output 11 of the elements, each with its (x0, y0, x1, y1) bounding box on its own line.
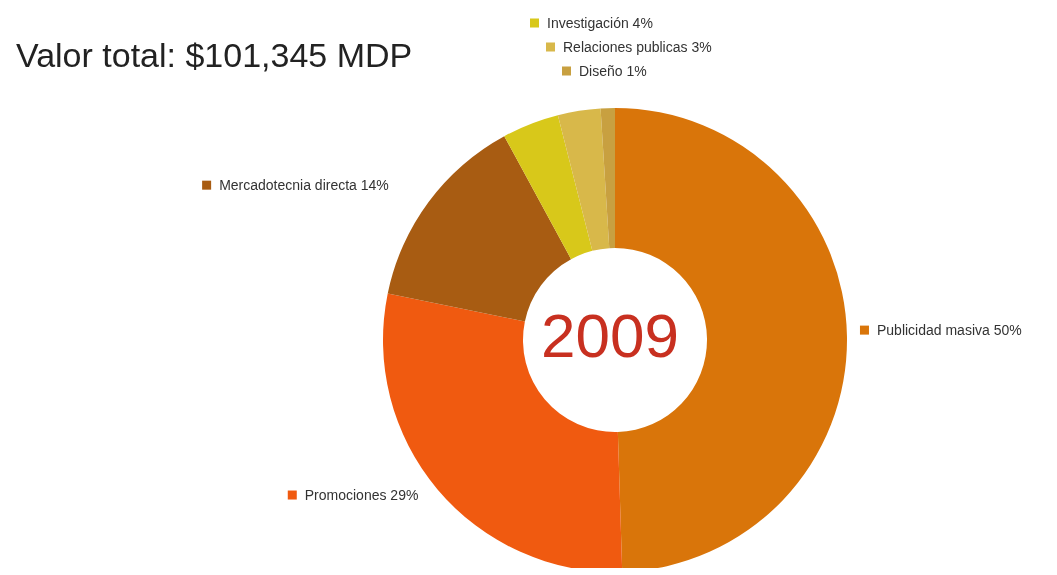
donut-slice (600, 108, 615, 249)
legend-label: Publicidad masiva 50% (876, 321, 1022, 338)
legend-label: Diseño 1% (579, 62, 647, 79)
legend-label: Relaciones publicas 3% (563, 38, 712, 55)
legend-label: Promociones 29% (304, 486, 419, 503)
text: Valor total: $101,345 MDP (16, 36, 413, 75)
donut-slice (557, 108, 610, 251)
text: 2009 (541, 300, 679, 370)
donut-slice (504, 115, 593, 260)
legend-label: Investigación 4% (547, 14, 653, 31)
legend-label: Mercadotecnia directa 14% (219, 176, 389, 193)
